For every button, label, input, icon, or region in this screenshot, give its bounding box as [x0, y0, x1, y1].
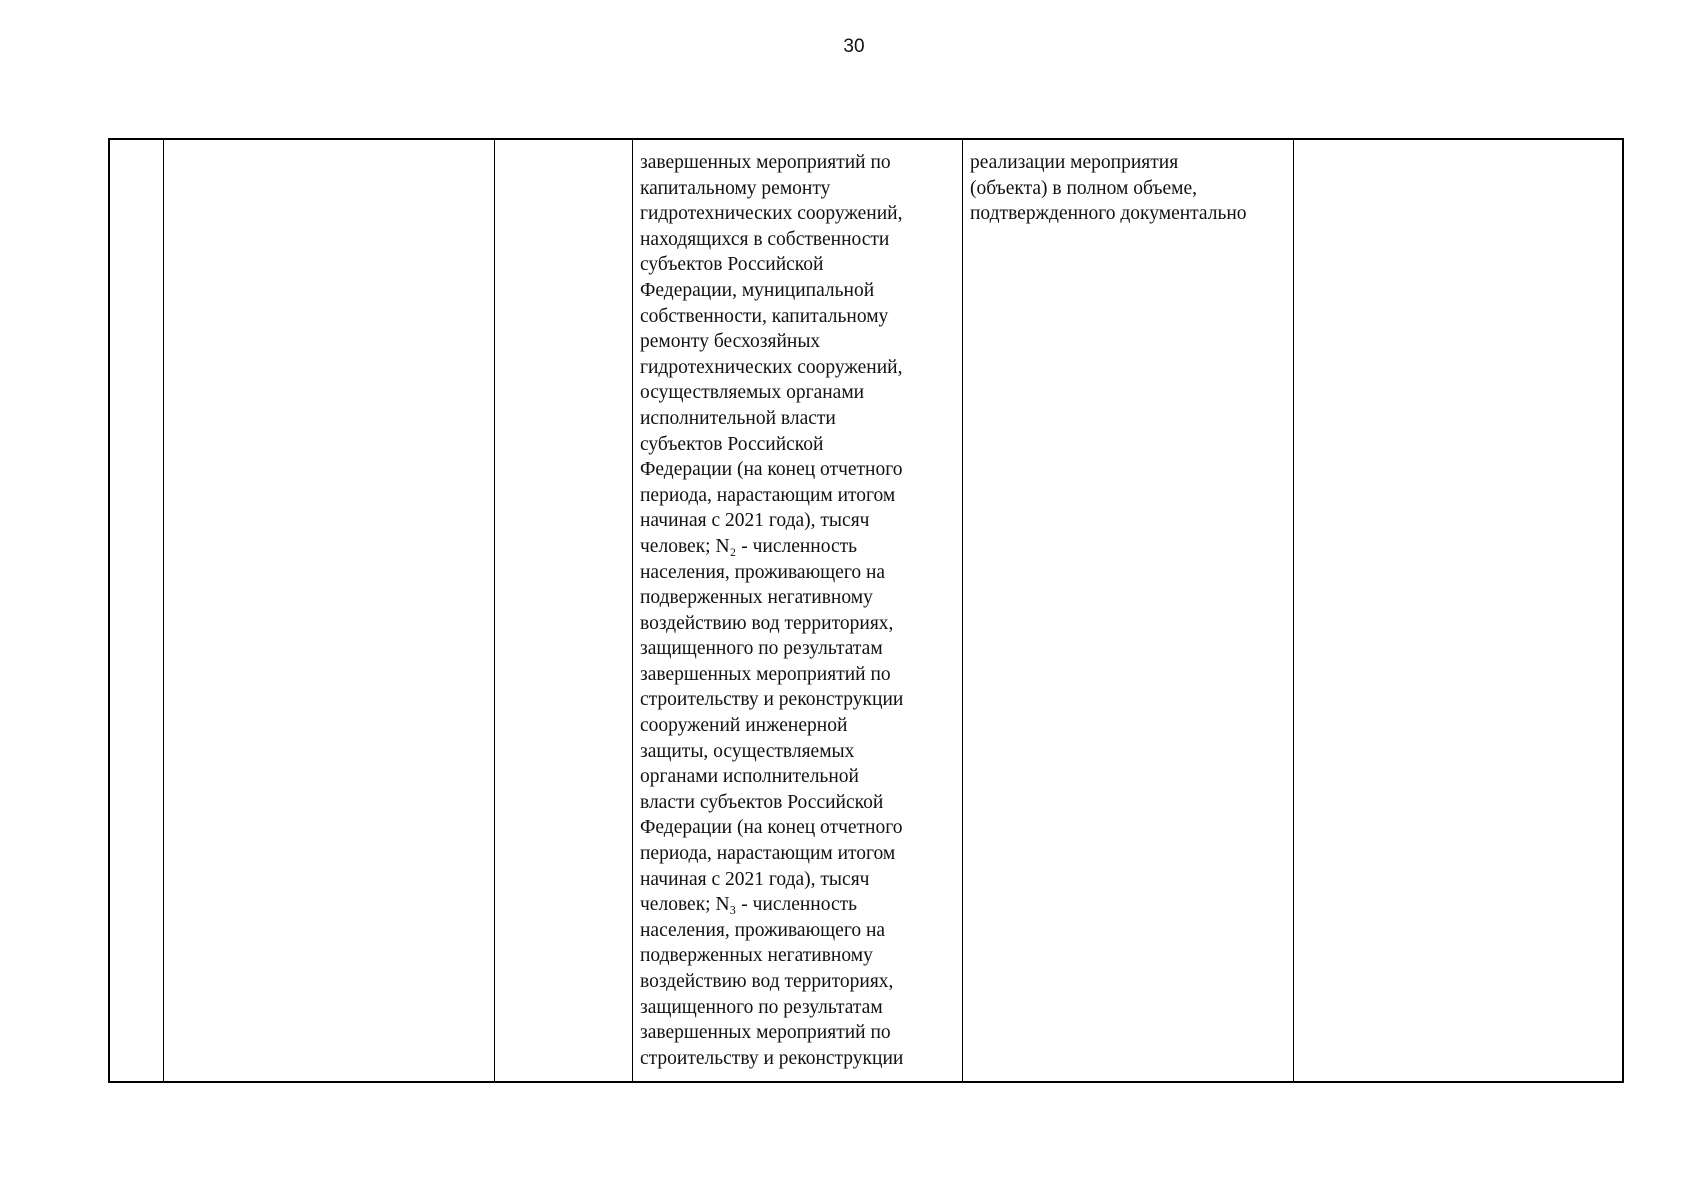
text-line: собственности, капитальному [640, 305, 889, 327]
text-line: строительству и реконструкции [640, 1047, 904, 1069]
text-line: населения, проживающего на [640, 919, 886, 941]
text-line: человек; N₂ - численность [640, 535, 858, 557]
text-line: субъектов Российской [640, 433, 824, 455]
text-line: Федерации (на конец отчетного [640, 459, 903, 481]
page-number: 30 [843, 36, 865, 57]
text-line: подтвержденного документально [970, 203, 1247, 225]
text-line: подверженных негативному [640, 587, 873, 609]
text-line: ремонту бесхозяйных [640, 331, 821, 353]
text-line: органами исполнительной [640, 766, 859, 788]
text-line: сооружений инженерной [640, 715, 848, 737]
text-line: капитальному ремонту [640, 177, 831, 199]
text-line: населения, проживающего на [640, 561, 886, 583]
document-table: завершенных мероприятий по капитальному р… [108, 138, 1624, 1083]
text-line: воздействию вод территориях, [640, 971, 894, 992]
text-line: Федерации, муниципальной [640, 279, 875, 301]
text-line: защиты, осуществляемых [640, 740, 855, 762]
text-line: завершенных мероприятий по [640, 1022, 891, 1044]
text-line: Федерации (на конец отчетного [640, 817, 903, 839]
column-divider [494, 140, 495, 1081]
text-line: начиная с 2021 года), тысяч [640, 510, 870, 532]
text-line: власти субъектов Российской [640, 791, 884, 813]
text-line: периода, нарастающим итогом [640, 484, 896, 506]
text-line: защищенного по результатам [640, 638, 883, 660]
text-line: воздействию вод территориях, [640, 612, 894, 634]
completion-criteria-cell: реализации мероприятия (объекта) в полном… [970, 150, 1247, 227]
text-line: защищенного по результатам [640, 996, 883, 1018]
text-line: находящихся в собственности [640, 228, 890, 250]
text-line: субъектов Российской [640, 254, 824, 276]
text-line: завершенных мероприятий по [640, 663, 891, 685]
text-line: (объекта) в полном объеме, [970, 177, 1197, 199]
text-line: гидротехнических сооружений, [640, 203, 903, 225]
text-line: исполнительной власти [640, 407, 836, 429]
text-line: завершенных мероприятий по [640, 152, 891, 173]
text-line: гидротехнических сооружений, [640, 356, 903, 378]
text-line: начиная с 2021 года), тысяч [640, 868, 870, 890]
column-divider [163, 140, 164, 1081]
column-divider [1293, 140, 1294, 1081]
text-line: человек; N₃ - численность [640, 894, 858, 916]
text-line: подверженных негативному [640, 945, 873, 967]
text-line: периода, нарастающим итогом [640, 843, 896, 865]
text-line: осуществляемых органами [640, 382, 865, 404]
text-line: строительству и реконструкции [640, 689, 904, 711]
column-divider [632, 140, 633, 1081]
text-line: реализации мероприятия [970, 152, 1179, 173]
indicator-formula-cell: завершенных мероприятий по капитальному р… [640, 150, 903, 1071]
column-divider [962, 140, 963, 1081]
